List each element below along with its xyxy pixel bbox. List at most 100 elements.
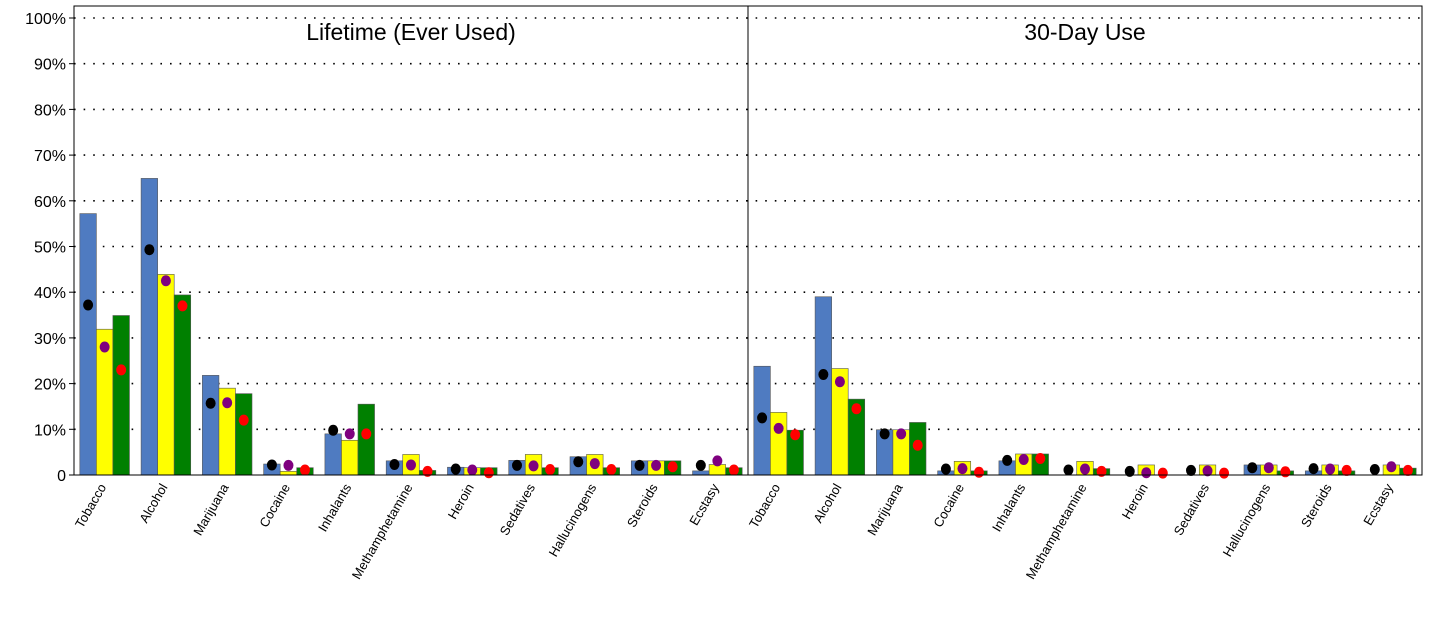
- y-tick-label: 40%: [34, 285, 66, 302]
- marker-point: [328, 424, 339, 436]
- y-tick-label: 80%: [34, 102, 66, 119]
- x-category-label: Cocaine: [256, 481, 293, 530]
- x-category-label: Inhalants: [989, 481, 1029, 535]
- x-category-label: Ecstasy: [686, 481, 722, 528]
- marker-point: [1157, 467, 1168, 479]
- marker-point: [973, 466, 984, 478]
- y-tick-label: 70%: [34, 148, 66, 165]
- marker-point: [238, 414, 249, 426]
- x-category-label: Steroids: [1298, 481, 1335, 530]
- marker-point: [144, 244, 155, 256]
- bar: [112, 315, 130, 476]
- x-category-label: Alcohol: [136, 481, 170, 526]
- marker-point: [1341, 464, 1352, 476]
- y-tick-label: 0: [57, 468, 66, 485]
- plot-frame: [73, 5, 1423, 476]
- marker-point: [545, 464, 556, 476]
- marker-point: [1308, 463, 1319, 475]
- marker-point: [573, 456, 584, 468]
- bar: [140, 178, 158, 476]
- bar: [770, 412, 788, 476]
- x-category-label: Sedatives: [1171, 481, 1213, 538]
- x-category-label: Methamphetamine: [349, 481, 416, 582]
- bar: [341, 439, 359, 476]
- bar: [279, 471, 298, 476]
- marker-point: [1141, 467, 1152, 479]
- marker-point: [957, 463, 968, 475]
- marker-point: [896, 428, 907, 440]
- marker-point: [1035, 453, 1046, 465]
- y-tick-label: 10%: [34, 422, 66, 439]
- x-category-label: Alcohol: [810, 481, 844, 526]
- marker-point: [651, 459, 662, 471]
- x-category-label: Hallucinogens: [546, 481, 600, 560]
- marker-point: [912, 439, 923, 451]
- bar: [235, 393, 253, 476]
- marker-point: [83, 299, 94, 311]
- marker-point: [222, 397, 233, 409]
- marker-point: [940, 463, 951, 475]
- bar: [814, 296, 832, 476]
- marker-point: [1202, 465, 1213, 477]
- marker-point: [634, 459, 645, 471]
- marker-point: [1219, 467, 1230, 479]
- marker-point: [512, 459, 523, 471]
- x-category-label: Marijuana: [864, 480, 906, 538]
- marker-point: [1080, 463, 1090, 475]
- marker-point: [389, 458, 400, 470]
- marker-point: [1096, 465, 1107, 477]
- x-axis-labels: Tobacco Alcohol Marijuana Cocaine InhalantsM…: [72, 480, 1396, 581]
- x-category-label: Sedatives: [497, 481, 539, 538]
- y-tick-label: 20%: [34, 377, 66, 394]
- marker-point: [589, 458, 600, 470]
- marker-point: [851, 403, 862, 415]
- y-tick-label: 50%: [34, 240, 66, 257]
- x-category-label: Hallucinogens: [1220, 481, 1274, 560]
- panel-title: Lifetime (Ever Used): [306, 19, 516, 45]
- marker-point: [818, 368, 829, 380]
- marker-point: [728, 464, 739, 476]
- marker-point: [1018, 453, 1029, 465]
- marker-point: [116, 364, 127, 376]
- x-category-label: Cocaine: [930, 481, 967, 530]
- y-tick-label: 30%: [34, 331, 66, 348]
- marker-point: [160, 275, 171, 287]
- x-category-label: Ecstasy: [1360, 481, 1396, 528]
- y-tick-label: 90%: [34, 57, 66, 74]
- marker-point: [1186, 464, 1197, 476]
- x-category-label: Tobacco: [746, 481, 783, 530]
- marker-point: [1002, 454, 1013, 466]
- marker-point: [467, 464, 478, 476]
- marker-point: [1280, 466, 1291, 478]
- bar: [202, 375, 220, 476]
- marker-point: [1124, 465, 1135, 477]
- bar: [357, 403, 375, 476]
- marker-point: [757, 412, 768, 424]
- marker-point: [450, 463, 461, 475]
- x-category-label: Marijuana: [190, 480, 232, 538]
- y-tick-label: 100%: [25, 11, 66, 28]
- x-category-label: Tobacco: [72, 481, 109, 530]
- marker-point: [773, 422, 784, 434]
- x-category-label: Inhalants: [315, 481, 355, 535]
- y-axis: 0 10% 20% 30% 40% 50% 60% 70% 80% 90% 100%: [25, 11, 74, 485]
- marker-point: [528, 460, 539, 472]
- x-category-label: Heroin: [1119, 481, 1151, 522]
- marker-point: [299, 464, 310, 476]
- marker-point: [606, 464, 617, 476]
- panel-titles: Lifetime (Ever Used) 30-Day Use: [306, 19, 1146, 45]
- bar: [173, 294, 192, 476]
- marker-point: [1402, 464, 1413, 476]
- marker-point: [283, 459, 294, 471]
- plot-border: [73, 5, 1423, 476]
- marker-point: [1386, 461, 1397, 473]
- marker-point: [667, 461, 678, 473]
- marker-point: [695, 459, 706, 471]
- marker-point: [1369, 464, 1380, 476]
- y-tick-label: 60%: [34, 194, 66, 211]
- marker-point: [1247, 462, 1258, 474]
- marker-point: [712, 455, 723, 467]
- marker-point: [834, 376, 845, 388]
- marker-point: [344, 428, 355, 440]
- marker-point: [406, 459, 416, 471]
